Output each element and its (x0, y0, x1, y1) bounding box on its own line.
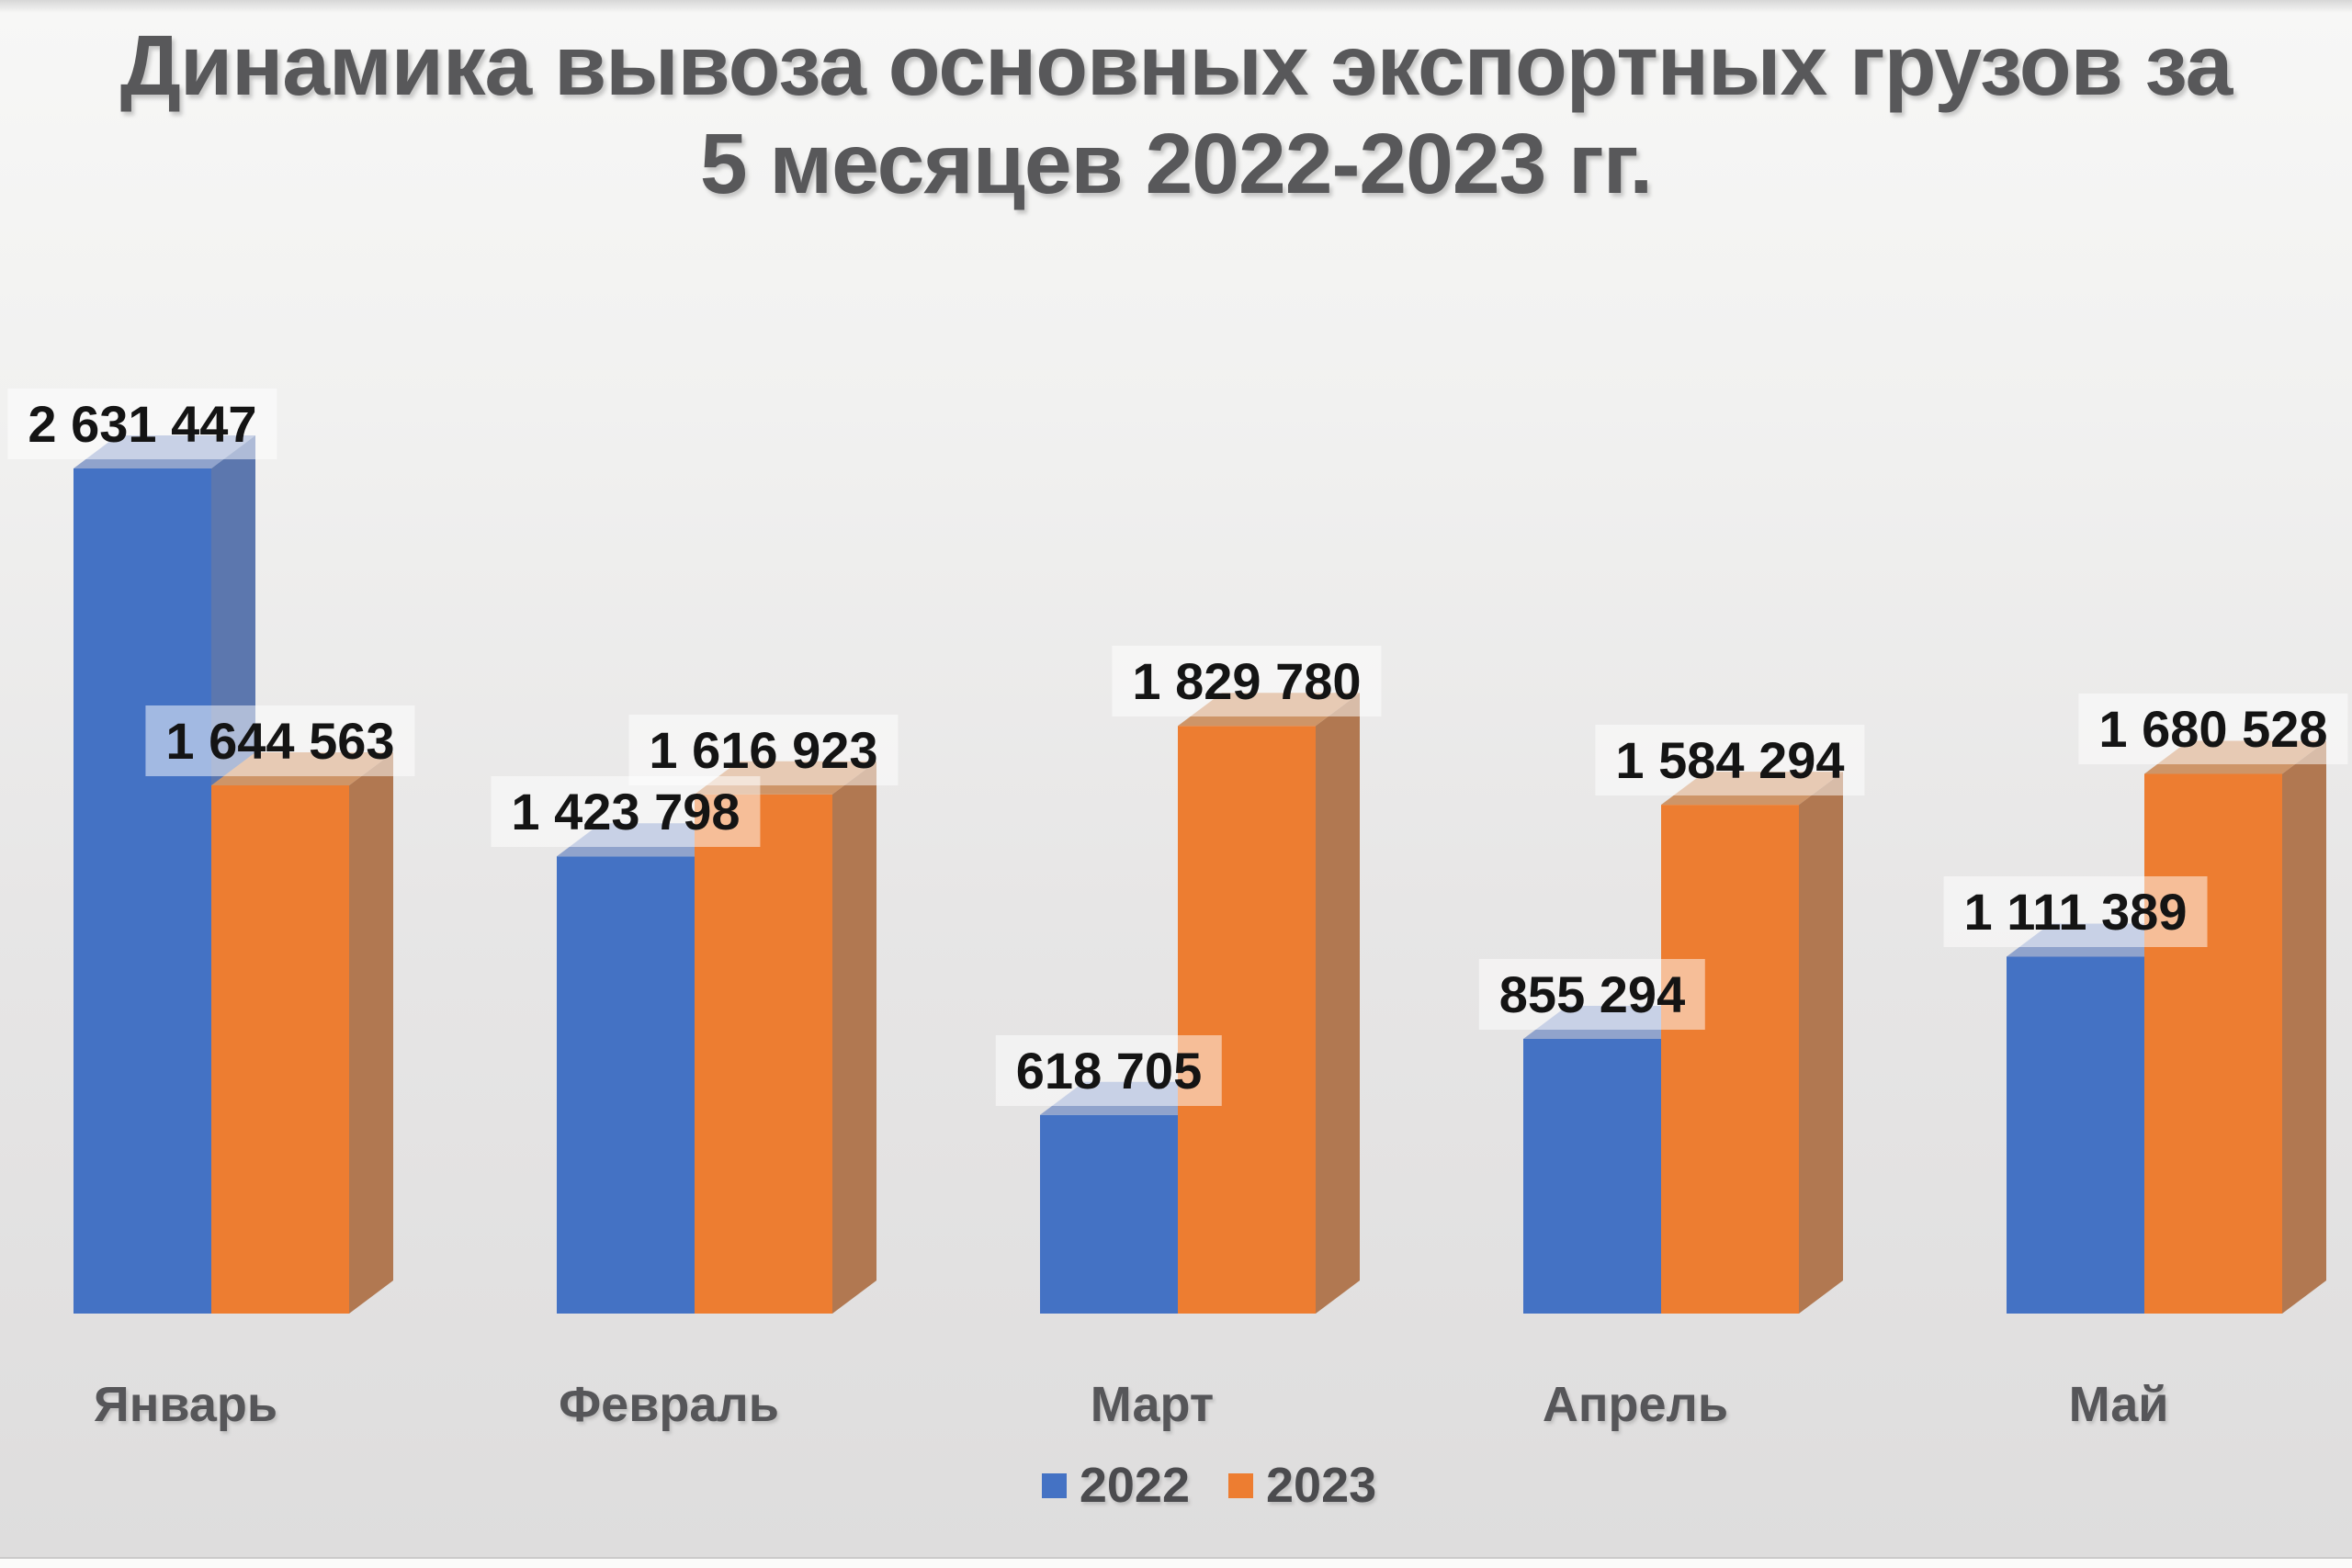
value-label-2022-Март: 618 705 (995, 1034, 1223, 1106)
bar-front-face (2144, 773, 2282, 1314)
value-label-2023-Апрель: 1 584 294 (1595, 725, 1865, 796)
value-label-2022-Апрель: 855 294 (1478, 958, 1706, 1030)
legend-swatch-2023 (1228, 1472, 1253, 1498)
bar-front-face (1178, 726, 1316, 1314)
chart-title-line1: Динамика вывоза основных экспортных груз… (119, 17, 2233, 113)
legend-label-2023: 2023 (1266, 1458, 1377, 1513)
value-label-2023-Январь: 1 644 563 (145, 705, 415, 777)
category-label-Январь: Январь (93, 1377, 278, 1432)
category-label-Февраль: Февраль (559, 1377, 779, 1432)
category-label-Март: Март (1090, 1377, 1215, 1432)
bar-2023-Май (2144, 740, 2326, 1314)
bar-side-face (2282, 740, 2326, 1314)
value-label-2022-Май: 1 111 389 (1943, 876, 2208, 948)
value-label-2022-Февраль: 1 423 798 (491, 776, 761, 848)
chart-title: Динамика вывоза основных экспортных груз… (37, 17, 2315, 213)
bar-side-face (1316, 693, 1360, 1314)
bar-side-face (349, 752, 393, 1314)
bar-front-face (557, 856, 695, 1314)
category-label-Апрель: Апрель (1542, 1377, 1729, 1432)
bar-front-face (1661, 805, 1799, 1314)
value-label-2023-Март: 1 829 780 (1112, 646, 1382, 717)
value-label-2022-Январь: 2 631 447 (7, 389, 277, 459)
legend-item-2022: 2022 (1041, 1457, 1190, 1514)
legend: 2022 2023 (0, 1457, 2352, 1514)
bar-side-face (832, 761, 876, 1314)
value-label-2023-Май: 1 680 528 (2078, 694, 2348, 765)
value-label-2023-Февраль: 1 616 923 (628, 714, 899, 785)
category-label-Май: Май (2068, 1377, 2169, 1432)
chart-title-line2: 5 месяцев 2022-2023 гг. (699, 115, 1653, 211)
legend-swatch-2022 (1041, 1472, 1067, 1498)
bar-front-face (2007, 956, 2144, 1314)
bar-2023-Март (1178, 693, 1360, 1314)
bottom-edge (0, 1557, 2352, 1568)
bar-2023-Апрель (1661, 772, 1843, 1314)
bar-front-face (211, 785, 349, 1314)
bar-front-face (1040, 1114, 1178, 1314)
bar-2023-Январь (211, 752, 393, 1314)
legend-item-2023: 2023 (1228, 1457, 1376, 1514)
bar-front-face (74, 468, 211, 1314)
bar-side-face (1799, 772, 1843, 1314)
bar-front-face (1523, 1038, 1661, 1314)
bar-front-face (695, 794, 832, 1314)
legend-label-2022: 2022 (1079, 1458, 1190, 1513)
